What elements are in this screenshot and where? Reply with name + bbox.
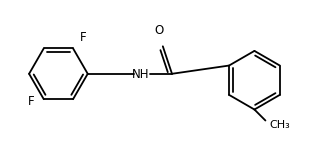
Text: NH: NH (132, 68, 150, 81)
Text: O: O (155, 24, 164, 37)
Text: CH₃: CH₃ (269, 120, 290, 130)
Text: F: F (28, 95, 34, 107)
Text: F: F (80, 31, 86, 44)
